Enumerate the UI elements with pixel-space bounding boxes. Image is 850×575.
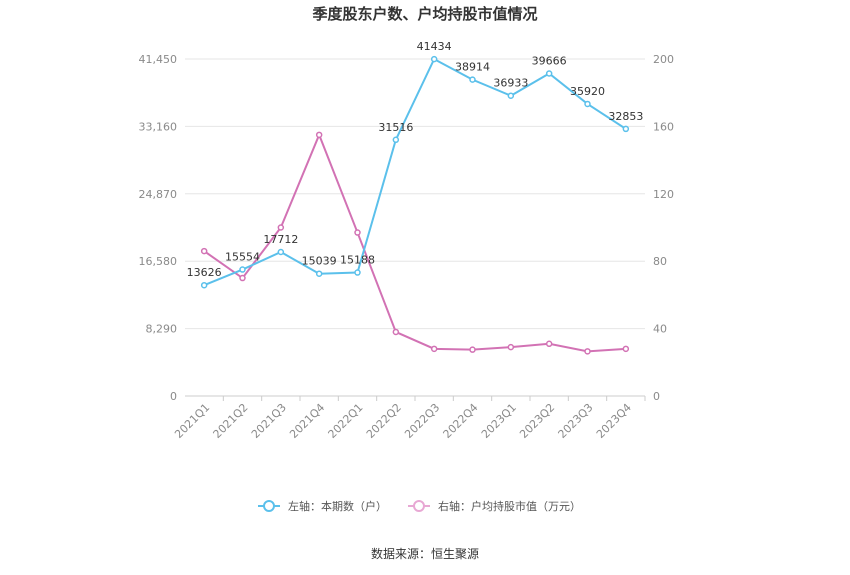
data-point[interactable]: [584, 100, 591, 108]
x-tick-label: 2021Q1: [172, 401, 212, 441]
data-point[interactable]: [469, 346, 476, 353]
data-point[interactable]: [507, 92, 515, 99]
data-label: 15039: [302, 255, 337, 268]
data-point[interactable]: [584, 348, 591, 355]
left-tick-label: 24,870: [139, 188, 178, 201]
x-tick-label: 2023Q1: [479, 401, 519, 441]
series-line: [203, 132, 626, 353]
data-point[interactable]: [622, 125, 630, 133]
legend-item-left-series[interactable]: 左轴：本期数（户）: [258, 499, 387, 513]
left-tick-label: 0: [170, 390, 177, 403]
x-tick-label: 2023Q3: [556, 401, 596, 441]
data-point[interactable]: [200, 247, 208, 255]
data-point[interactable]: [469, 76, 476, 83]
chart-title: 季度股东户数、户均持股市值情况: [312, 5, 537, 23]
right-tick-label: 40: [653, 323, 667, 336]
x-tick-label: 2022Q3: [402, 401, 442, 441]
data-point[interactable]: [239, 266, 246, 273]
data-point[interactable]: [430, 55, 438, 63]
x-axis-ticks: 2021Q12021Q22021Q32021Q42022Q12022Q22022…: [172, 396, 646, 441]
left-tick-label: 16,580: [139, 255, 178, 268]
legend-left-label: 左轴：本期数（户）: [288, 499, 387, 513]
x-tick-label: 2022Q1: [326, 401, 366, 441]
series-line: [203, 57, 627, 287]
data-label: 41434: [417, 40, 452, 53]
left-tick-label: 41,450: [139, 53, 178, 66]
x-tick-label: 2023Q2: [517, 401, 557, 441]
data-point[interactable]: [315, 131, 323, 139]
left-tick-label: 33,160: [139, 120, 178, 133]
data-point[interactable]: [277, 224, 285, 231]
gridlines: [185, 58, 645, 397]
legend-right-label: 右轴：户均持股市值（万元）: [438, 499, 581, 513]
right-tick-label: 160: [653, 120, 674, 133]
data-label: 32853: [608, 110, 643, 123]
series-left: [200, 55, 630, 289]
right-tick-label: 80: [653, 255, 667, 268]
data-point[interactable]: [200, 281, 208, 289]
left-tick-label: 8,290: [146, 323, 178, 336]
data-point[interactable]: [430, 345, 438, 353]
source-note: 数据来源：恒生聚源: [371, 546, 479, 561]
left-axis-ticks: 0 8,290 16,580 24,870 33,160 41,450: [139, 53, 178, 403]
legend[interactable]: 左轴：本期数（户） 右轴：户均持股市值（万元）: [258, 499, 581, 513]
data-point[interactable]: [545, 340, 553, 348]
data-point[interactable]: [239, 274, 246, 282]
x-tick-label: 2022Q2: [364, 401, 404, 441]
right-tick-label: 200: [653, 53, 674, 66]
x-tick-label: 2021Q3: [249, 401, 289, 441]
data-label: 17712: [263, 233, 298, 246]
x-tick-label: 2021Q4: [287, 401, 327, 441]
data-point[interactable]: [354, 269, 361, 276]
right-tick-label: 120: [653, 188, 674, 201]
data-label: 38914: [455, 61, 490, 74]
data-point[interactable]: [507, 343, 515, 351]
series-right: [200, 131, 630, 355]
right-axis-ticks: 0 40 80 120 160 200: [653, 53, 674, 403]
data-point[interactable]: [392, 136, 400, 144]
data-label: 15188: [340, 254, 375, 267]
data-label: 39666: [532, 55, 567, 68]
data-point[interactable]: [622, 345, 630, 353]
data-label: 13626: [187, 266, 222, 279]
data-label: 31516: [378, 121, 413, 134]
x-tick-label: 2021Q2: [211, 401, 251, 441]
legend-right-marker: [413, 500, 425, 512]
x-tick-label: 2023Q4: [594, 401, 634, 441]
data-point[interactable]: [354, 229, 361, 236]
data-point[interactable]: [277, 248, 285, 256]
legend-item-right-series[interactable]: 右轴：户均持股市值（万元）: [408, 499, 581, 513]
x-tick-label: 2022Q4: [441, 401, 481, 441]
right-tick-label: 0: [653, 390, 660, 403]
data-point[interactable]: [392, 328, 400, 336]
data-label: 35920: [570, 85, 605, 98]
data-label: 36933: [493, 77, 528, 90]
data-point[interactable]: [545, 70, 553, 77]
data-point[interactable]: [315, 270, 323, 277]
data-label: 15554: [225, 251, 260, 264]
legend-left-marker: [263, 500, 275, 512]
